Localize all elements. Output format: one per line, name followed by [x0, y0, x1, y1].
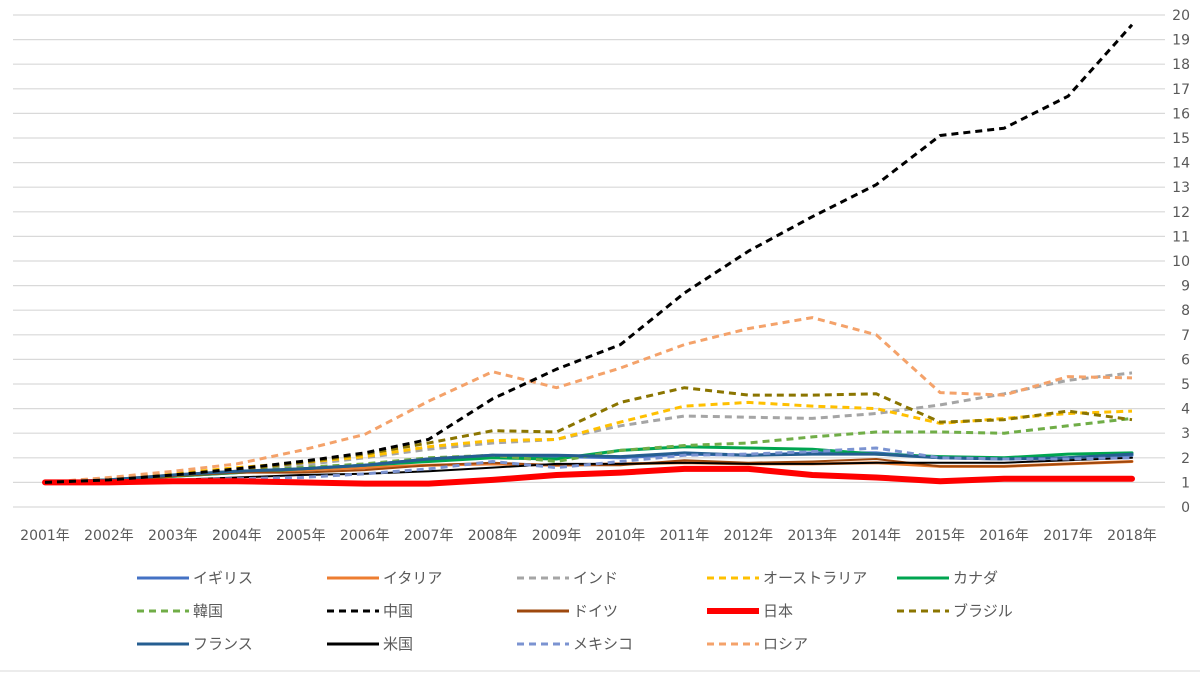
- legend-label: ドイツ: [573, 602, 618, 620]
- series-line: [44, 316, 1133, 484]
- legend-label: 韓国: [193, 602, 223, 620]
- x-tick-label: 2006年: [340, 528, 390, 544]
- x-tick-label: 2012年: [724, 528, 774, 544]
- x-tick-label: 2017年: [1043, 528, 1093, 544]
- x-tick-label: 2014年: [851, 528, 901, 544]
- legend-label: ブラジル: [953, 602, 1013, 620]
- legend-item: インド: [517, 569, 618, 587]
- y-tick-label: 2: [1181, 451, 1190, 467]
- legend-label: 日本: [763, 602, 793, 620]
- series-line: [42, 465, 1135, 487]
- x-tick-label: 2018年: [1107, 528, 1157, 544]
- x-tick-label: 2011年: [660, 528, 710, 544]
- grid-lines: [13, 14, 1165, 508]
- x-tick-label: 2001年: [20, 528, 70, 544]
- y-tick-label: 17: [1172, 82, 1190, 98]
- legend-item: フランス: [137, 635, 253, 653]
- legend-label: 中国: [383, 602, 413, 620]
- legend-item: 米国: [327, 635, 413, 653]
- x-tick-label: 2004年: [212, 528, 262, 544]
- series-line: [44, 386, 1133, 484]
- x-tick-label: 2009年: [532, 528, 582, 544]
- series-lines: [42, 23, 1135, 487]
- y-tick-label: 6: [1181, 352, 1190, 368]
- legend-item: イギリス: [137, 569, 253, 587]
- legend-item: 韓国: [137, 602, 223, 620]
- series-line: [44, 23, 1134, 484]
- legend-item: イタリア: [327, 569, 442, 587]
- y-tick-label: 15: [1172, 131, 1190, 147]
- legend-label: ロシア: [763, 635, 808, 653]
- legend-item: ロシア: [707, 635, 808, 653]
- y-tick-label: 14: [1172, 156, 1190, 172]
- y-tick-label: 7: [1181, 328, 1190, 344]
- x-tick-label: 2016年: [979, 528, 1029, 544]
- legend-item: メキシコ: [517, 635, 633, 653]
- legend-item: オーストラリア: [707, 569, 867, 587]
- x-tick-label: 2015年: [915, 528, 965, 544]
- x-tick-label: 2010年: [596, 528, 646, 544]
- x-axis-ticks: 2001年 2002年 2003年 2004年 2005年 2006年 2007年 2008年…: [20, 528, 1157, 544]
- series-line: [43, 451, 1134, 484]
- series-line: [44, 400, 1133, 484]
- y-tick-label: 19: [1172, 33, 1190, 49]
- legend-label: フランス: [193, 635, 253, 653]
- y-tick-label: 13: [1172, 180, 1190, 196]
- x-tick-label: 2008年: [468, 528, 518, 544]
- y-tick-label: 4: [1181, 402, 1190, 418]
- y-tick-label: 0: [1181, 500, 1190, 516]
- y-tick-label: 11: [1172, 229, 1190, 245]
- y-tick-label: 5: [1181, 377, 1190, 393]
- legend-item: 日本: [707, 602, 793, 620]
- x-tick-label: 2002年: [84, 528, 134, 544]
- legend-label: イタリア: [383, 569, 442, 587]
- y-tick-label: 1: [1181, 475, 1190, 491]
- legend-item: ドイツ: [517, 602, 618, 620]
- x-tick-label: 2013年: [787, 528, 837, 544]
- legend-label: オーストラリア: [763, 569, 867, 587]
- y-tick-label: 12: [1172, 205, 1190, 221]
- y-tick-label: 8: [1181, 303, 1190, 319]
- legend-label: インド: [573, 569, 618, 587]
- y-tick-label: 16: [1172, 106, 1190, 122]
- x-tick-label: 2007年: [404, 528, 454, 544]
- legend-item: 中国: [327, 602, 413, 620]
- y-tick-label: 20: [1172, 8, 1190, 24]
- legend-label: メキシコ: [573, 635, 633, 653]
- legend-label: カナダ: [953, 569, 998, 587]
- y-tick-label: 9: [1181, 279, 1190, 295]
- legend-label: イギリス: [193, 569, 253, 587]
- y-tick-label: 10: [1172, 254, 1190, 270]
- x-tick-label: 2003年: [148, 528, 198, 544]
- legend-item: ブラジル: [897, 602, 1013, 620]
- legend-label: 米国: [383, 635, 413, 653]
- x-tick-label: 2005年: [276, 528, 326, 544]
- legend-item: カナダ: [897, 569, 998, 587]
- y-tick-label: 3: [1181, 426, 1190, 442]
- y-tick-label: 18: [1172, 57, 1190, 73]
